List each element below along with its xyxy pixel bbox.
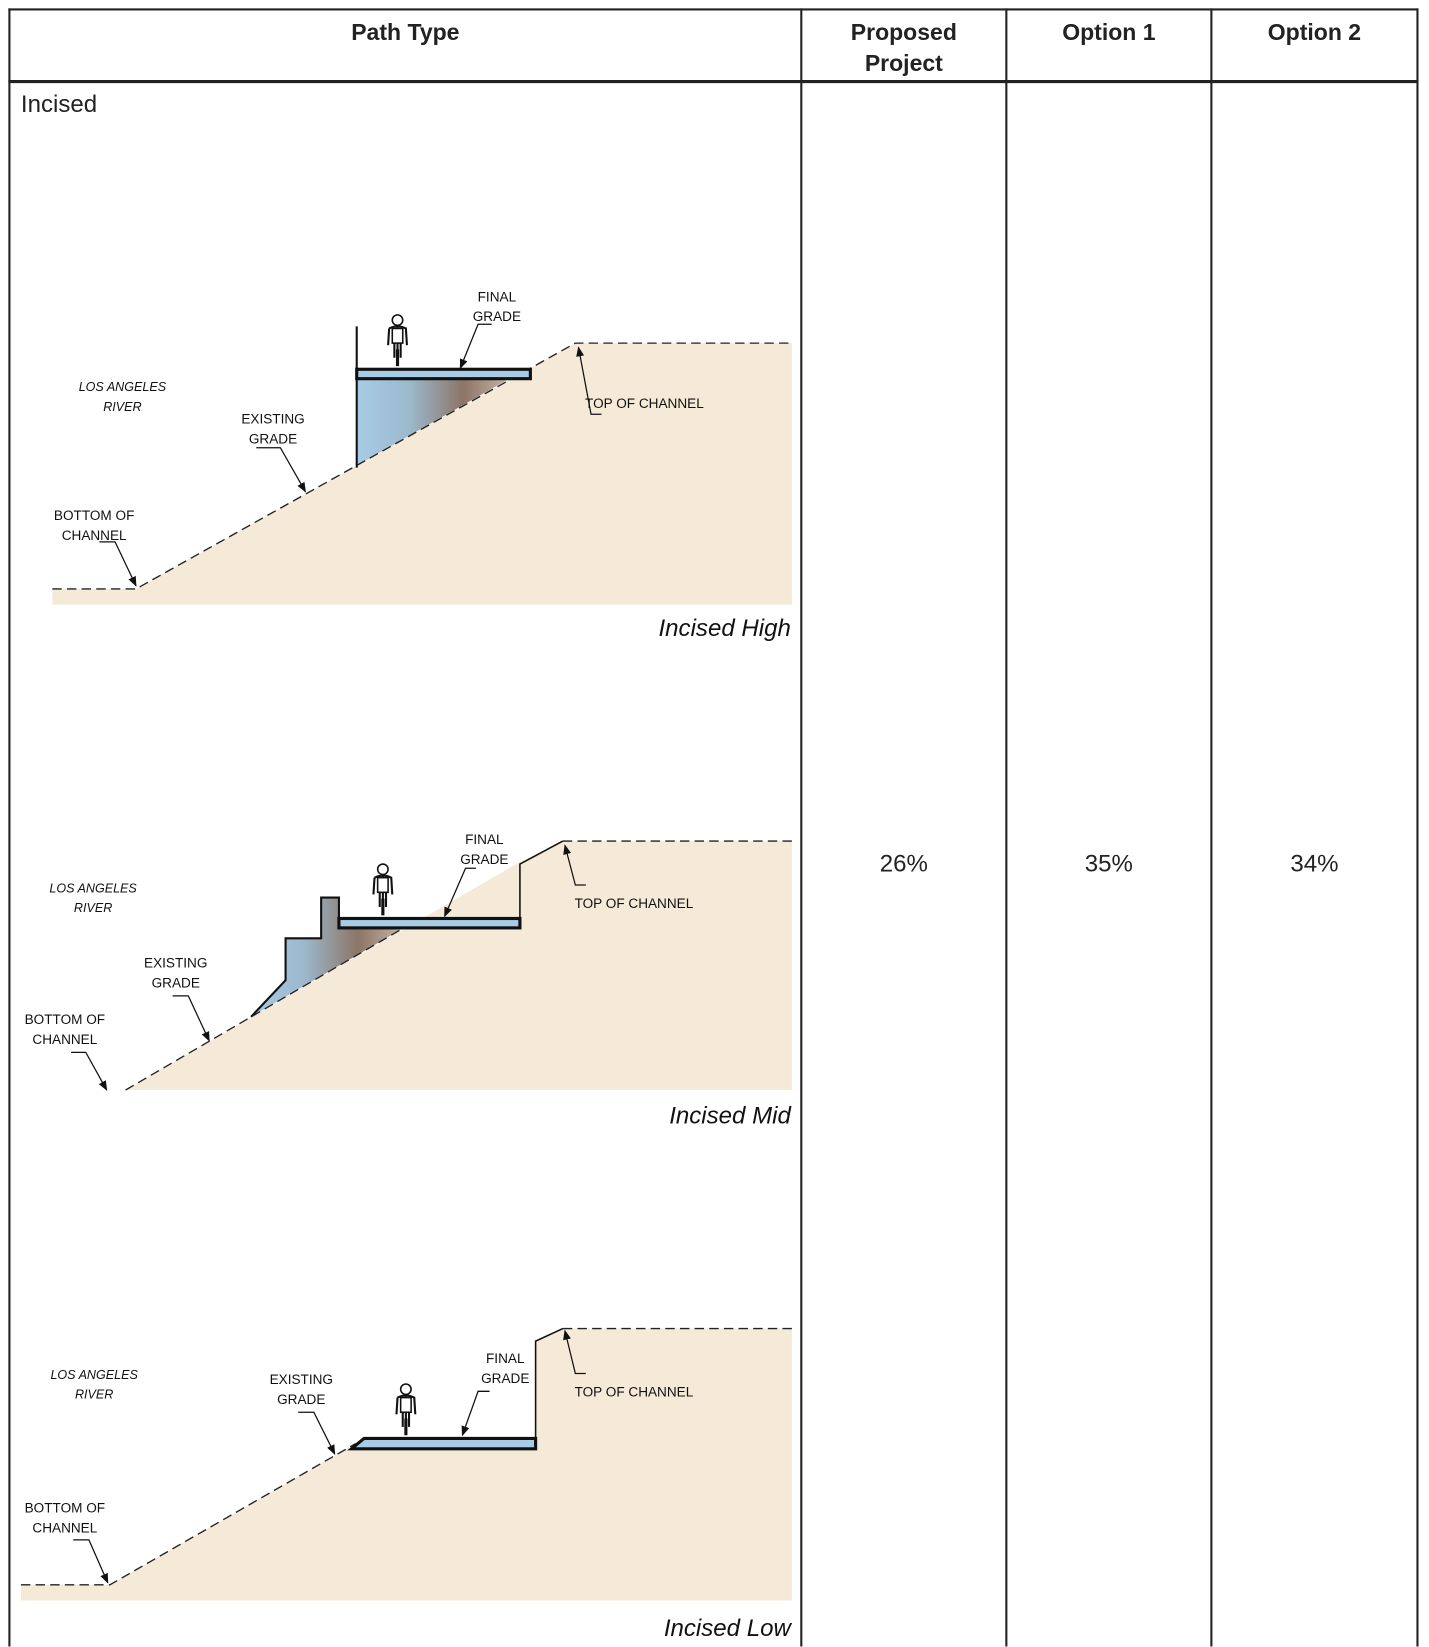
diagram-label: RIVER xyxy=(75,1388,113,1402)
cell-value: 35% xyxy=(1084,849,1133,877)
diagram-label: CHANNEL xyxy=(32,1521,97,1536)
diagram-label: GRADE xyxy=(277,1392,325,1407)
cell-value: 26% xyxy=(879,849,928,877)
diagram-label: TOP OF CHANNEL xyxy=(575,1385,694,1400)
column-header: Option 1 xyxy=(1062,18,1156,45)
diagram-label: LOS ANGELES xyxy=(79,380,167,394)
diagram-label: EXISTING xyxy=(270,1372,333,1387)
row-label: Incised xyxy=(20,89,98,118)
diagram-label: GRADE xyxy=(249,432,297,447)
diagram-label: RIVER xyxy=(103,400,141,414)
diagram-label: CHANNEL xyxy=(62,528,127,543)
column-header: Path Type xyxy=(351,18,460,45)
diagram-caption: Incised Mid xyxy=(669,1103,791,1130)
table-grid xyxy=(8,8,1419,1647)
diagram-caption: Incised High xyxy=(659,615,791,642)
diagram-caption: Incised Low xyxy=(664,1615,793,1642)
section-low xyxy=(20,1327,792,1601)
diagram-label: EXISTING xyxy=(241,412,304,427)
diagram-label: EXISTING xyxy=(144,956,207,971)
column-header: Option 2 xyxy=(1267,18,1362,45)
diagram-label: FINAL xyxy=(465,832,504,847)
diagram-label: LOS ANGELES xyxy=(50,1368,138,1382)
diagram-label: TOP OF CHANNEL xyxy=(575,896,694,911)
diagram-label: GRADE xyxy=(460,852,508,867)
diagram-label: GRADE xyxy=(473,309,521,324)
diagram-label: TOP OF CHANNEL xyxy=(585,396,704,411)
diagram-label: BOTTOM OF xyxy=(54,508,134,523)
diagram-label: LOS ANGELES xyxy=(49,881,137,895)
section-high xyxy=(52,313,792,605)
diagram-label: FINAL xyxy=(486,1351,525,1366)
cell-value: 34% xyxy=(1290,849,1339,877)
diagram-label: BOTTOM OF xyxy=(25,1501,105,1516)
diagram-label: GRADE xyxy=(152,976,200,991)
diagram-label: FINAL xyxy=(478,289,517,304)
diagram-label: GRADE xyxy=(481,1371,529,1386)
section-mid xyxy=(71,840,792,1091)
diagram-label: CHANNEL xyxy=(32,1032,97,1047)
diagram-label: BOTTOM OF xyxy=(25,1012,105,1027)
column-header: Proposed Project xyxy=(850,18,957,77)
diagram-label: RIVER xyxy=(74,901,112,915)
